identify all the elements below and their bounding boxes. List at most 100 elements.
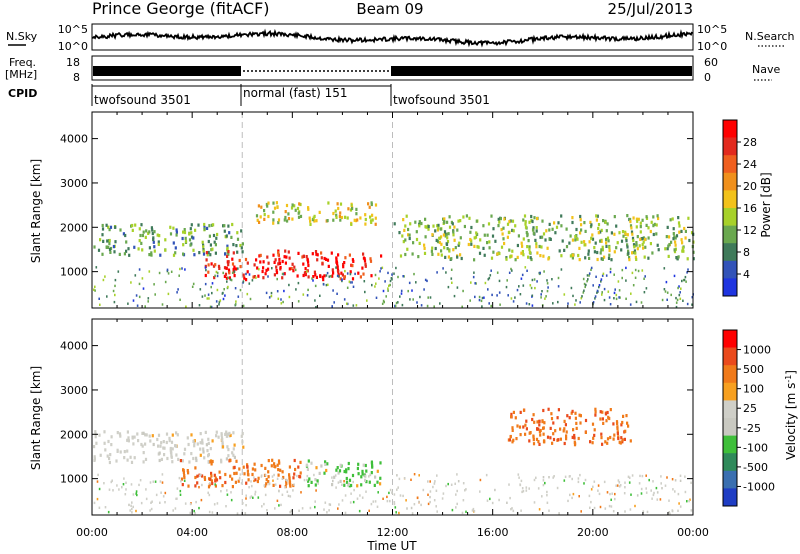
near-range-cell <box>215 300 218 303</box>
near-range-cell <box>569 493 571 497</box>
echo-cell-4 <box>532 442 536 446</box>
near-range-cell <box>593 506 596 510</box>
echo-cell-4 <box>560 254 563 258</box>
near-range-cell <box>391 491 393 494</box>
echo-cell-1 <box>174 444 177 448</box>
echo-cell-2 <box>247 473 250 477</box>
near-range-cell <box>141 277 144 280</box>
echo-cell-1 <box>223 229 226 233</box>
near-range-cell <box>490 269 492 272</box>
echo-cell-4 <box>452 248 455 252</box>
echo-cell-3 <box>309 222 312 226</box>
echo-cell-1 <box>223 224 226 228</box>
echo-cell-3 <box>368 480 371 484</box>
near-range-cell <box>154 480 157 483</box>
near-range-cell <box>472 507 475 511</box>
echo-cell-3 <box>339 463 342 467</box>
near-range-cell <box>280 503 282 507</box>
echo-cell-4 <box>627 424 630 428</box>
near-range-cell <box>677 492 680 496</box>
echo-cell-1 <box>165 432 169 436</box>
echo-cell-4 <box>600 248 603 252</box>
near-range-cell <box>685 280 687 283</box>
echo-cell-1 <box>190 223 193 227</box>
echo-cell-2 <box>313 270 316 274</box>
near-range-cell <box>110 480 113 484</box>
near-range-cell <box>639 474 641 478</box>
echo-cell-2 <box>306 269 309 273</box>
near-range-cell <box>205 268 207 272</box>
echo-cell-1 <box>187 442 190 447</box>
near-range-cell <box>214 274 216 277</box>
echo-cell-4 <box>492 227 495 231</box>
echo-cell-1 <box>140 241 143 245</box>
near-range-cell <box>601 293 603 296</box>
echo-cell-3 <box>364 478 367 482</box>
near-range-cell <box>680 287 682 290</box>
echo-cell-4 <box>618 440 621 444</box>
near-range-cell <box>498 291 501 294</box>
echo-cell-4 <box>667 244 670 248</box>
near-range-cell <box>399 494 402 497</box>
echo-cell-4 <box>571 256 574 260</box>
echo-cell-1 <box>127 439 130 443</box>
near-range-cell <box>462 499 465 502</box>
near-range-cell <box>617 280 620 283</box>
near-range-cell <box>297 281 300 285</box>
near-range-cell <box>298 509 300 512</box>
echo-cell-4 <box>444 234 447 238</box>
near-range-cell <box>341 278 343 281</box>
near-range-cell <box>588 272 591 275</box>
echo-cell-4 <box>579 231 582 235</box>
echo-cell-4 <box>475 219 478 223</box>
near-range-cell <box>386 495 388 499</box>
velocity-cbar-tick-label-0: 1000 <box>743 344 771 357</box>
near-range-cell <box>583 282 586 286</box>
echo-cell-1 <box>101 233 104 237</box>
near-range-cell <box>442 267 444 270</box>
echo-cell-3 <box>374 216 377 220</box>
near-range-cell <box>167 292 170 296</box>
echo-cell-4 <box>672 237 675 241</box>
near-range-cell <box>151 500 153 503</box>
echo-cell-4 <box>539 235 542 239</box>
near-range-cell <box>344 494 347 497</box>
near-range-cell <box>450 277 453 280</box>
echo-cell-3 <box>335 468 338 472</box>
near-range-cell <box>583 482 585 485</box>
echo-cell-4 <box>546 435 550 439</box>
echo-cell-2 <box>224 472 227 477</box>
echo-cell-1 <box>188 232 191 236</box>
echo-cell-4 <box>655 232 658 236</box>
echo-cell-1 <box>242 445 245 449</box>
near-range-cell <box>522 284 525 287</box>
near-range-cell <box>394 304 397 308</box>
echo-cell-1 <box>94 430 97 434</box>
echo-cell-1 <box>241 250 244 254</box>
echo-cell-4 <box>434 246 437 251</box>
echo-cell-3 <box>276 205 279 209</box>
echo-cell-4 <box>409 222 412 226</box>
echo-cell-4 <box>580 223 583 227</box>
near-range-cell <box>509 496 511 500</box>
echo-cell-1 <box>171 433 174 437</box>
near-range-cell <box>207 491 209 494</box>
near-range-cell <box>198 474 201 477</box>
echo-cell-1 <box>240 246 243 250</box>
echo-cell-4 <box>673 248 676 252</box>
echo-cell-4 <box>674 240 677 244</box>
echo-cell-3 <box>374 203 378 207</box>
echo-cell-4 <box>532 231 535 235</box>
echo-cell-2 <box>273 273 276 277</box>
echo-cell-2 <box>283 272 286 276</box>
echo-cell-4 <box>601 245 604 249</box>
near-range-cell <box>557 276 560 280</box>
near-range-cell <box>615 297 618 301</box>
echo-cell-2 <box>305 255 308 259</box>
echo-cell-2 <box>246 465 249 469</box>
near-range-cell <box>287 494 290 498</box>
near-range-cell <box>580 297 583 300</box>
near-range-cell <box>471 509 474 512</box>
echo-cell-2 <box>278 461 281 465</box>
